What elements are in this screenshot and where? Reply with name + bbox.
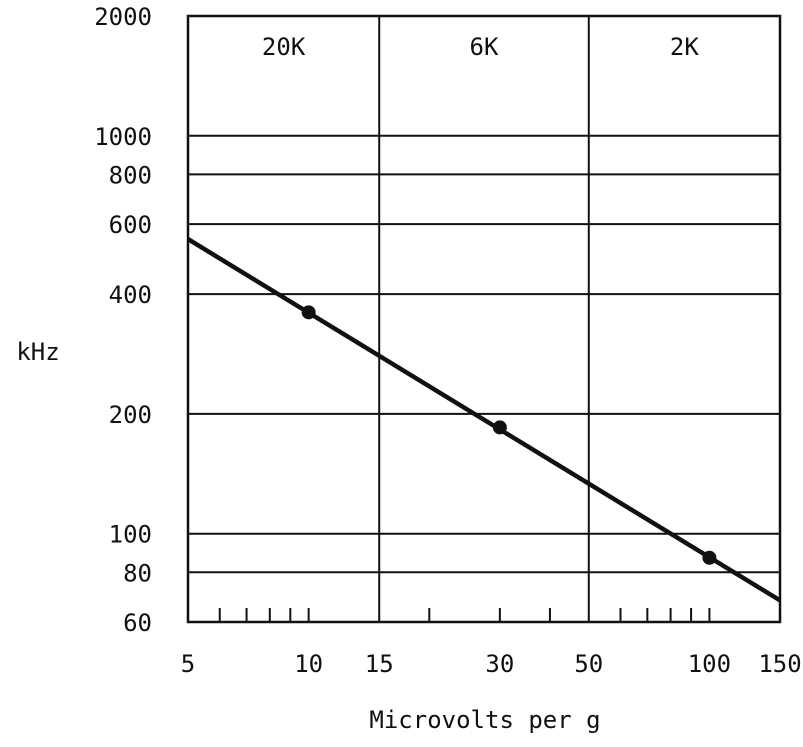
x-tick-label-30: 30 [485, 650, 514, 678]
y-tick-label-1000: 1000 [94, 123, 152, 151]
x-tick-label-5: 5 [181, 650, 195, 678]
x-tick-label-10: 10 [294, 650, 323, 678]
y-tick-label-80: 80 [123, 559, 152, 587]
x-tick-label-50: 50 [574, 650, 603, 678]
gridlines [188, 16, 780, 622]
data-point-100 [702, 550, 717, 565]
series-layer [186, 237, 782, 603]
data-point-10 [301, 305, 316, 320]
y-tick-label-100: 100 [109, 521, 152, 549]
x-tick-label-100: 100 [688, 650, 731, 678]
y-tick-label-60: 60 [123, 609, 152, 637]
x-axis-label: Microvolts per g [369, 706, 600, 734]
series-line [186, 237, 782, 603]
minor-ticks [218, 608, 711, 622]
x-tick-label-150: 150 [758, 650, 801, 678]
x-tick-label-15: 15 [365, 650, 394, 678]
y-tick-label-800: 800 [109, 161, 152, 189]
y-axis-label: kHz [16, 338, 59, 366]
band-label-6k: 6K [470, 33, 499, 61]
y-tick-label-200: 200 [109, 401, 152, 429]
band-labels: 20K 6K 2K [262, 33, 699, 61]
band-label-20k: 20K [262, 33, 306, 61]
y-tick-labels: 2000 1000 800 600 400 200 100 80 60 [94, 3, 152, 637]
band-label-2k: 2K [670, 33, 699, 61]
y-tick-label-600: 600 [109, 211, 152, 239]
plot-border [186, 14, 782, 624]
y-tick-label-2000: 2000 [94, 3, 152, 31]
y-tick-label-400: 400 [109, 281, 152, 309]
plot-frame [186, 14, 782, 624]
x-tick-labels: 5 10 15 30 50 100 150 [181, 650, 802, 678]
data-point-30 [492, 420, 507, 435]
